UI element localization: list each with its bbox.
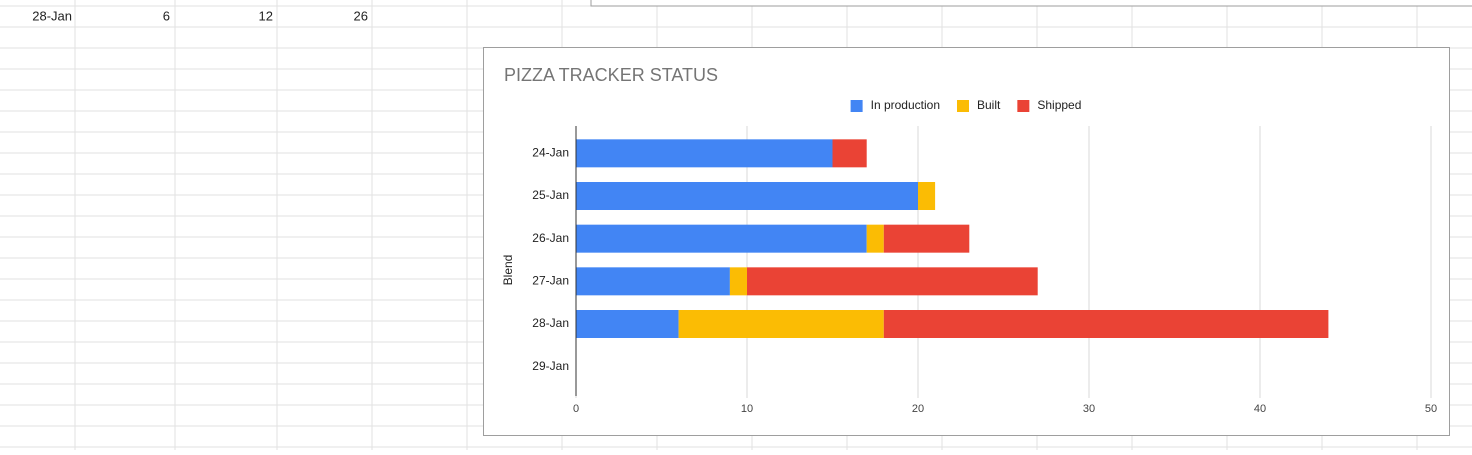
legend: In production Built Shipped xyxy=(850,98,1081,112)
y-tick-label: 29-Jan xyxy=(532,359,569,373)
legend-swatch xyxy=(850,100,863,112)
cell: 9 xyxy=(163,0,170,2)
x-tick-label: 50 xyxy=(1425,403,1437,415)
y-tick-label: 26-Jan xyxy=(532,231,569,245)
other-chart-edge xyxy=(590,0,1472,7)
y-axis-label: Blend xyxy=(501,255,515,286)
bar-segment xyxy=(576,224,867,253)
y-tick-label: 28-Jan xyxy=(532,316,569,330)
legend-label: Shipped xyxy=(1037,98,1081,112)
cell: 28-Jan xyxy=(32,8,72,23)
cell: 27-Jan xyxy=(32,0,72,2)
cell: 6 xyxy=(163,8,170,23)
bar-segment xyxy=(918,182,936,210)
x-tick-label: 20 xyxy=(912,403,924,415)
bar-segment xyxy=(576,182,918,210)
cell: 12 xyxy=(259,8,273,23)
chart-title: PIZZA TRACKER STATUS xyxy=(504,65,718,85)
bar-segment xyxy=(866,224,884,253)
legend-label: Built xyxy=(977,98,1001,112)
bar-segment xyxy=(729,267,747,296)
x-tick-label: 40 xyxy=(1254,403,1266,415)
bar-segment xyxy=(832,139,867,168)
cell: 26 xyxy=(354,8,368,23)
legend-swatch xyxy=(1017,100,1030,112)
bar-segment xyxy=(678,310,884,338)
bar-segment xyxy=(747,267,1038,296)
legend-label: In production xyxy=(871,98,940,112)
x-tick-label: 10 xyxy=(741,403,753,415)
bar-segment xyxy=(576,267,730,296)
x-tick-label: 30 xyxy=(1083,403,1095,415)
y-tick-label: 24-Jan xyxy=(532,146,569,160)
bar-segment xyxy=(576,310,679,338)
legend-swatch xyxy=(957,100,969,112)
sheet-cells: 27-Jan 9 1 17 28-Jan 6 12 26 xyxy=(32,0,368,23)
y-tick-label: 25-Jan xyxy=(532,188,569,202)
x-tick-label: 0 xyxy=(573,403,579,415)
cell: 17 xyxy=(354,0,368,2)
bar-segment xyxy=(883,224,970,253)
chart: 0 10 20 30 40 50 24-Jan 25-Jan 26-Jan 27-Jan 28-Ja… xyxy=(532,98,1437,415)
bar-segment xyxy=(883,310,1329,338)
bar-segment xyxy=(576,139,833,168)
cell: 1 xyxy=(266,0,273,2)
y-tick-label: 27-Jan xyxy=(532,274,569,288)
